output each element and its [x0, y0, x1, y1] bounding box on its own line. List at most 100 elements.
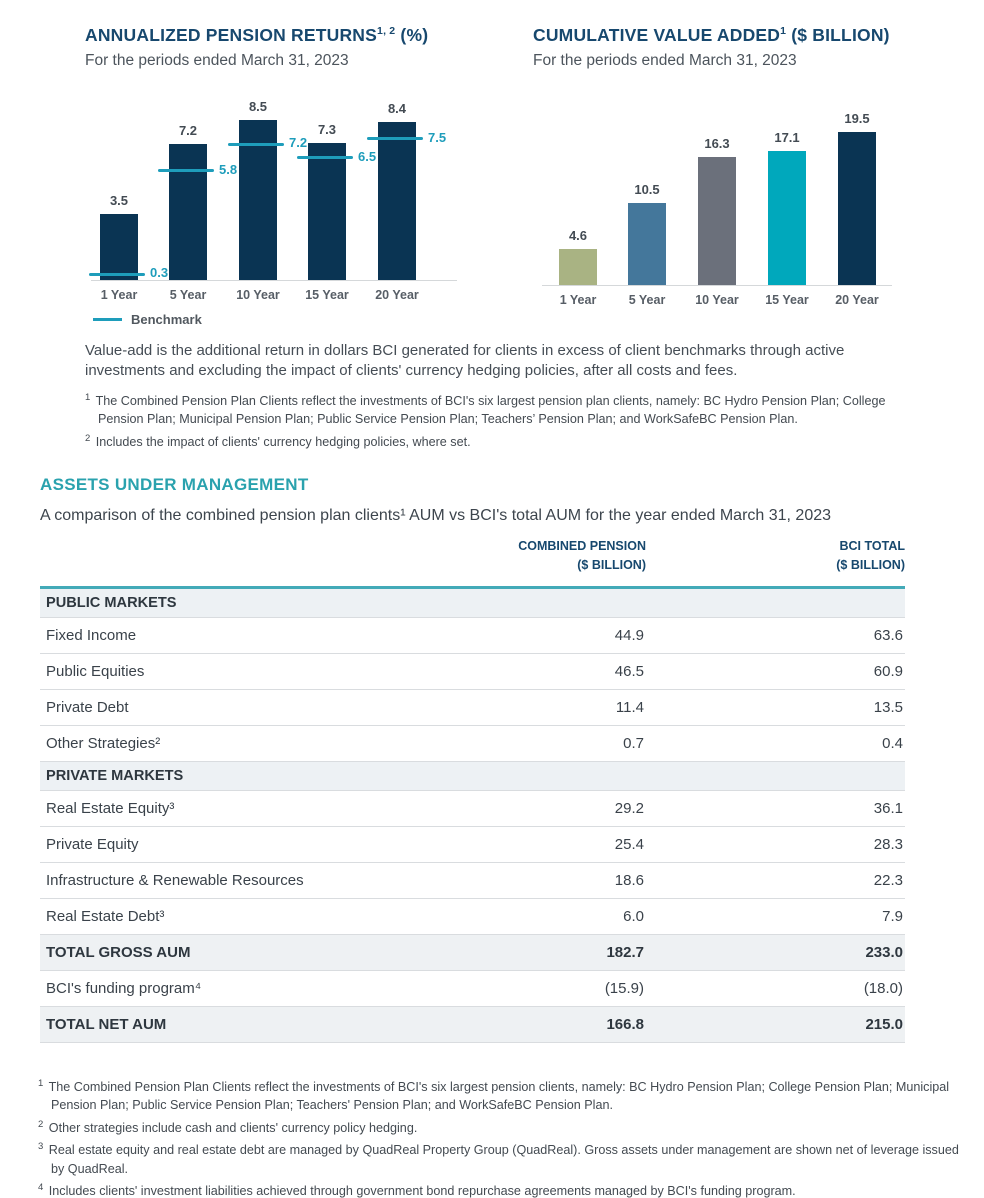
title-superscript: 1, 2 [377, 25, 396, 38]
benchmark-value-label: 5.8 [219, 161, 238, 177]
value-added-subtitle: For the periods ended March 31, 2023 [533, 52, 797, 69]
bci-total-value: 63.6 [646, 617, 905, 654]
footnote-marker: 3 [38, 1141, 44, 1153]
x-tick-label: 1 Year [559, 293, 597, 307]
table-row: Public Equities 46.5 60.9 [40, 653, 905, 690]
x-tick-label: 10 Year [236, 288, 280, 302]
benchmark-value-label: 7.5 [428, 129, 447, 145]
row-label: BCI's funding program⁴ [40, 970, 470, 1007]
x-tick-label: 20 Year [375, 288, 419, 302]
table-row: Private Debt 11.4 13.5 [40, 689, 905, 726]
bar-value-label: 16.3 [704, 136, 730, 151]
chart-legend: Benchmark [93, 312, 202, 327]
empty-header-cell [40, 537, 470, 589]
table-row: BCI's funding program⁴ (15.9) (18.0) [40, 970, 905, 1007]
section-label: PRIVATE MARKETS [40, 761, 905, 791]
row-label: Other Strategies² [40, 725, 470, 762]
bci-total-value: 28.3 [646, 826, 905, 863]
x-tick-label: 5 Year [169, 288, 207, 302]
bci-total-value: 233.0 [646, 934, 905, 971]
value-added-header: CUMULATIVE VALUE ADDED1 ($ BILLION) For … [533, 25, 890, 70]
table-total-row: TOTAL NET AUM 166.8 215.0 [40, 1006, 905, 1043]
bar-value-label: 10.5 [634, 182, 660, 197]
bci-total-value: 0.4 [646, 725, 905, 762]
bar-value-label: 7.3 [317, 122, 337, 137]
combined-pension-value: 25.4 [470, 826, 646, 863]
bar-10-year [698, 157, 736, 285]
table-footnote: 1 The Combined Pension Plan Clients refl… [38, 1078, 950, 1113]
bar-5-year [628, 203, 666, 285]
x-tick-label: 15 Year [765, 293, 809, 307]
table-footnote: 2 Other strategies include cash and clie… [38, 1118, 418, 1135]
bar-20-year [838, 132, 876, 285]
section-label: PUBLIC MARKETS [40, 587, 905, 618]
table-footnote: 4 Includes clients' investment liabiliti… [38, 1181, 796, 1198]
x-tick-label: 5 Year [628, 293, 666, 307]
combined-pension-value: 182.7 [470, 934, 646, 971]
x-tick-label: 15 Year [305, 288, 349, 302]
row-label: Public Equities [40, 653, 470, 690]
annualized-returns-title: ANNUALIZED PENSION RETURNS1, 2 (%) [85, 25, 428, 46]
bci-total-value: 7.9 [646, 898, 905, 935]
bci-total-value: 215.0 [646, 1006, 905, 1043]
bci-total-value: 36.1 [646, 790, 905, 827]
bci-total-header-line2: ($ BILLION) [836, 558, 905, 573]
annualized-returns-chart: Benchmark 3.5 1 Year 7.2 5 Year 8.5 10 Year 7.… [85, 99, 485, 340]
bar-1-year [100, 214, 138, 280]
table-row: Private Equity 25.4 28.3 [40, 826, 905, 863]
bar-value-label: 3.5 [109, 193, 129, 208]
benchmark-line [367, 137, 423, 141]
combined-pension-value: 0.7 [470, 725, 646, 762]
combined-pension-value: 11.4 [470, 689, 646, 726]
title-text: ANNUALIZED PENSION RETURNS [85, 25, 378, 45]
bar-value-label: 17.1 [774, 130, 800, 145]
chart-footnote: 1 The Combined Pension Plan Clients refl… [85, 392, 886, 427]
combined-pension-value: 44.9 [470, 617, 646, 654]
combined-pension-header-line1: COMBINED PENSION [518, 539, 646, 553]
bar-value-label: 8.4 [387, 101, 407, 116]
annualized-returns-header: ANNUALIZED PENSION RETURNS1, 2 (%) For t… [85, 25, 428, 70]
x-tick-label: 20 Year [835, 293, 879, 307]
annualized-returns-subtitle: For the periods ended March 31, 2023 [85, 52, 349, 69]
title-superscript: 1 [780, 25, 787, 38]
x-tick-label: 1 Year [100, 288, 138, 302]
bar-value-label: 4.6 [568, 228, 588, 243]
bar-value-label: 7.2 [178, 123, 198, 138]
combined-pension-value: 46.5 [470, 653, 646, 690]
table-row: Other Strategies² 0.7 0.4 [40, 725, 905, 762]
bci-total-header-line1: BCI TOTAL [839, 539, 905, 553]
combined-pension-value: (15.9) [470, 970, 646, 1007]
bar-20-year [378, 122, 416, 280]
bar-1-year [559, 249, 597, 285]
benchmark-line [228, 142, 284, 146]
benchmark-line [158, 169, 214, 173]
benchmark-line [297, 156, 353, 160]
bar-15-year [768, 151, 806, 285]
benchmark-value-label: 0.3 [150, 265, 169, 281]
bci-total-value: 60.9 [646, 653, 905, 690]
x-axis [542, 285, 892, 286]
table-footnote: 3 Real estate equity and real estate deb… [38, 1141, 959, 1176]
bar-10-year [239, 120, 277, 280]
value-add-note: Value-add is the additional return in do… [85, 342, 845, 379]
row-label: Fixed Income [40, 617, 470, 654]
x-tick-label: 10 Year [695, 293, 739, 307]
benchmark-line-swatch [93, 318, 122, 321]
footnote-marker: 1 [85, 392, 91, 403]
aum-table: COMBINED PENSION ($ BILLION) BCI TOTAL ($ … [40, 537, 905, 1043]
title-text: CUMULATIVE VALUE ADDED [533, 25, 781, 45]
table-row: Real Estate Debt³ 6.0 7.9 [40, 898, 905, 935]
table-header-row: COMBINED PENSION ($ BILLION) BCI TOTAL ($ … [40, 537, 905, 589]
bci-total-value: 13.5 [646, 689, 905, 726]
footnote-marker: 4 [38, 1181, 44, 1193]
row-label: Real Estate Debt³ [40, 898, 470, 935]
combined-pension-header-line2: ($ BILLION) [577, 558, 646, 573]
bci-total-value: 22.3 [646, 862, 905, 899]
table-section-row: PRIVATE MARKETS [40, 761, 905, 791]
table-row: Infrastructure & Renewable Resources 18.6… [40, 862, 905, 899]
value-added-title: CUMULATIVE VALUE ADDED1 ($ BILLION) [533, 25, 890, 46]
chart-footnote: 2 Includes the impact of clients' curren… [85, 432, 471, 449]
table-section-row: PUBLIC MARKETS [40, 587, 905, 618]
row-label: TOTAL NET AUM [40, 1006, 470, 1043]
